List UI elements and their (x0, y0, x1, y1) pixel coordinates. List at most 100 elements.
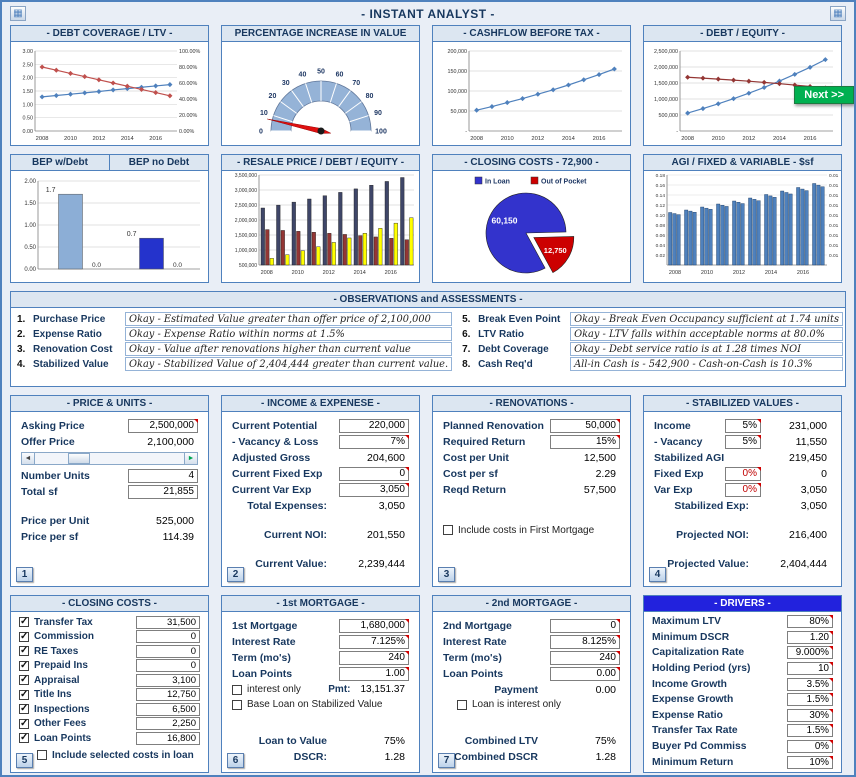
m1-term-input[interactable]: 240 (339, 651, 409, 665)
closing-cost-value-input[interactable]: 0 (136, 644, 200, 658)
svg-text:200,000: 200,000 (447, 49, 467, 55)
driver-value-input[interactable]: 10% (787, 755, 833, 769)
fixed-exp-input[interactable]: 0 (339, 467, 409, 481)
include-costs-checkbox[interactable] (443, 525, 453, 535)
include-costs-label: Include costs in First Mortgage (458, 524, 595, 536)
driver-value-input[interactable]: 1.5% (787, 724, 833, 738)
panel-cashflow: - CASHFLOW BEFORE TAX - - 50,000 100,000 15… (432, 25, 631, 146)
required-return-input[interactable]: 15% (550, 435, 620, 449)
current-potential-input[interactable]: 220,000 (339, 419, 409, 433)
driver-value-input[interactable]: 0% (787, 740, 833, 754)
svg-text:0.01: 0.01 (829, 233, 839, 239)
svg-text:2.00: 2.00 (22, 76, 33, 82)
scrollbar-track[interactable] (35, 453, 184, 464)
svg-text:20.00%: 20.00% (179, 113, 197, 119)
var-exp-input[interactable]: 3,050 (339, 483, 409, 497)
closing-cost-value-input[interactable]: 12,750 (136, 688, 200, 702)
driver-value-input[interactable]: 9.000% (787, 646, 833, 660)
closing-cost-value-input[interactable]: 6,500 (136, 702, 200, 716)
svg-text:2008: 2008 (260, 270, 272, 276)
m1-interest-only-checkbox[interactable] (232, 684, 242, 695)
closing-cost-value-input[interactable]: 3,100 (136, 673, 200, 687)
svg-text:0.00: 0.00 (24, 267, 36, 273)
closing-cost-checkbox[interactable] (19, 732, 29, 744)
closing-cost-value-input[interactable]: 31,500 (136, 615, 200, 629)
closing-cost-checkbox[interactable] (19, 674, 29, 686)
panel-title: BEP w/Debt BEP no Debt (11, 155, 208, 171)
scroll-right-arrow-icon[interactable]: ► (184, 453, 197, 464)
stab-fixed-pct-input[interactable]: 0% (725, 467, 761, 481)
m1-rate-input[interactable]: 7.125% (339, 635, 409, 649)
panel-badge-1[interactable]: 1 (16, 567, 33, 582)
total-sf-input[interactable]: 21,855 (128, 485, 198, 499)
svg-text:2016: 2016 (592, 136, 605, 142)
svg-text:500,000: 500,000 (658, 113, 678, 119)
m1-pmt-label: Pmt: (328, 684, 351, 695)
m2-amount-input[interactable]: 0 (550, 619, 620, 633)
stab-income-pct-input[interactable]: 5% (725, 419, 761, 433)
panel-badge-6[interactable]: 6 (227, 753, 244, 768)
closing-cost-value-input[interactable]: 2,250 (136, 717, 200, 731)
closing-cost-checkbox[interactable] (19, 645, 29, 657)
driver-value-input[interactable]: 30% (787, 708, 833, 722)
svg-text:0.01: 0.01 (829, 223, 839, 229)
driver-value-input[interactable]: 10 (787, 662, 833, 676)
closing-cost-value-input[interactable]: 0 (136, 659, 200, 673)
svg-text:-: - (465, 129, 467, 135)
svg-text:3,500,000: 3,500,000 (234, 173, 256, 179)
next-button[interactable]: Next >> (794, 86, 854, 104)
include-costs-in-loan-checkbox[interactable] (37, 750, 47, 760)
driver-value-input[interactable]: 1.20 (787, 630, 833, 644)
driver-label: Expense Growth (652, 694, 734, 706)
planned-renovation-input[interactable]: 50,000 (550, 419, 620, 433)
closing-cost-checkbox[interactable] (19, 631, 29, 642)
scroll-left-arrow-icon[interactable]: ◄ (22, 453, 35, 464)
panel-badge-2[interactable]: 2 (227, 567, 244, 582)
stab-var-pct-input[interactable]: 0% (725, 483, 761, 497)
closing-cost-checkbox[interactable] (19, 703, 29, 715)
svg-text:100,000: 100,000 (447, 89, 467, 95)
sheet-icon-right[interactable]: ▦ (830, 6, 846, 21)
panel-badge-5[interactable]: 5 (16, 753, 33, 768)
sheet-icon-left[interactable]: ▦ (10, 6, 26, 21)
closing-cost-value-input[interactable]: 16,800 (136, 731, 200, 745)
m2-interest-only-checkbox[interactable] (457, 699, 467, 710)
number-units-input[interactable]: 4 (128, 469, 198, 483)
panel-title: - RESALE PRICE / DEBT / EQUITY - (222, 155, 419, 171)
driver-value-input[interactable]: 1.5% (787, 693, 833, 707)
m1-base-stabilized-checkbox[interactable] (232, 699, 242, 710)
asking-price-input[interactable]: 2,500,000 (128, 419, 198, 433)
closing-cost-checkbox[interactable] (19, 616, 29, 628)
panel-badge-4[interactable]: 4 (649, 567, 666, 582)
closing-cost-checkbox[interactable] (19, 718, 29, 729)
offer-price-scrollbar[interactable]: ◄ ► (21, 452, 198, 465)
driver-value-input[interactable]: 3.5% (787, 677, 833, 691)
svg-text:1.50: 1.50 (22, 89, 33, 95)
driver-value-input[interactable]: 80% (787, 615, 833, 629)
panel-badge-3[interactable]: 3 (438, 567, 455, 582)
closing-cost-checkbox[interactable] (19, 660, 29, 671)
observation-comment: Okay - Stabilized Value of 2,404,444 gre… (125, 357, 453, 371)
panel-badge-7[interactable]: 7 (438, 753, 455, 768)
m2-rate-input[interactable]: 8.125% (550, 635, 620, 649)
panel-title: PERCENTAGE INCREASE IN VALUE (222, 26, 419, 42)
m2-term-input[interactable]: 240 (550, 651, 620, 665)
svg-text:500,000: 500,000 (238, 263, 256, 269)
scrollbar-thumb[interactable] (67, 453, 90, 464)
vacancy-loss-input[interactable]: 7% (339, 435, 409, 449)
driver-label: Minimum DSCR (652, 631, 730, 643)
closing-cost-checkbox[interactable] (19, 689, 29, 700)
closing-costs-chart: In Loan Out of Pocket 60,150 12,750 (433, 171, 630, 275)
cost-per-sf-value: 2.29 (595, 468, 616, 480)
svg-text:90: 90 (374, 110, 382, 117)
closing-cost-row: Title Ins 12,750 (11, 688, 208, 703)
m1-amount-input[interactable]: 1,680,000 (339, 619, 409, 633)
closing-cost-value-input[interactable]: 0 (136, 630, 200, 644)
resale-chart: 500,000 1,000,000 1,500,000 2,000,000 2,500,… (222, 171, 419, 276)
m1-ltv-value: 75% (383, 735, 405, 747)
m2-points-input[interactable]: 0.00 (550, 667, 620, 681)
m1-interest-only-label: interest only (247, 684, 301, 695)
stab-vacancy-pct-input[interactable]: 5% (725, 435, 761, 449)
m1-points-input[interactable]: 1.00 (339, 667, 409, 681)
